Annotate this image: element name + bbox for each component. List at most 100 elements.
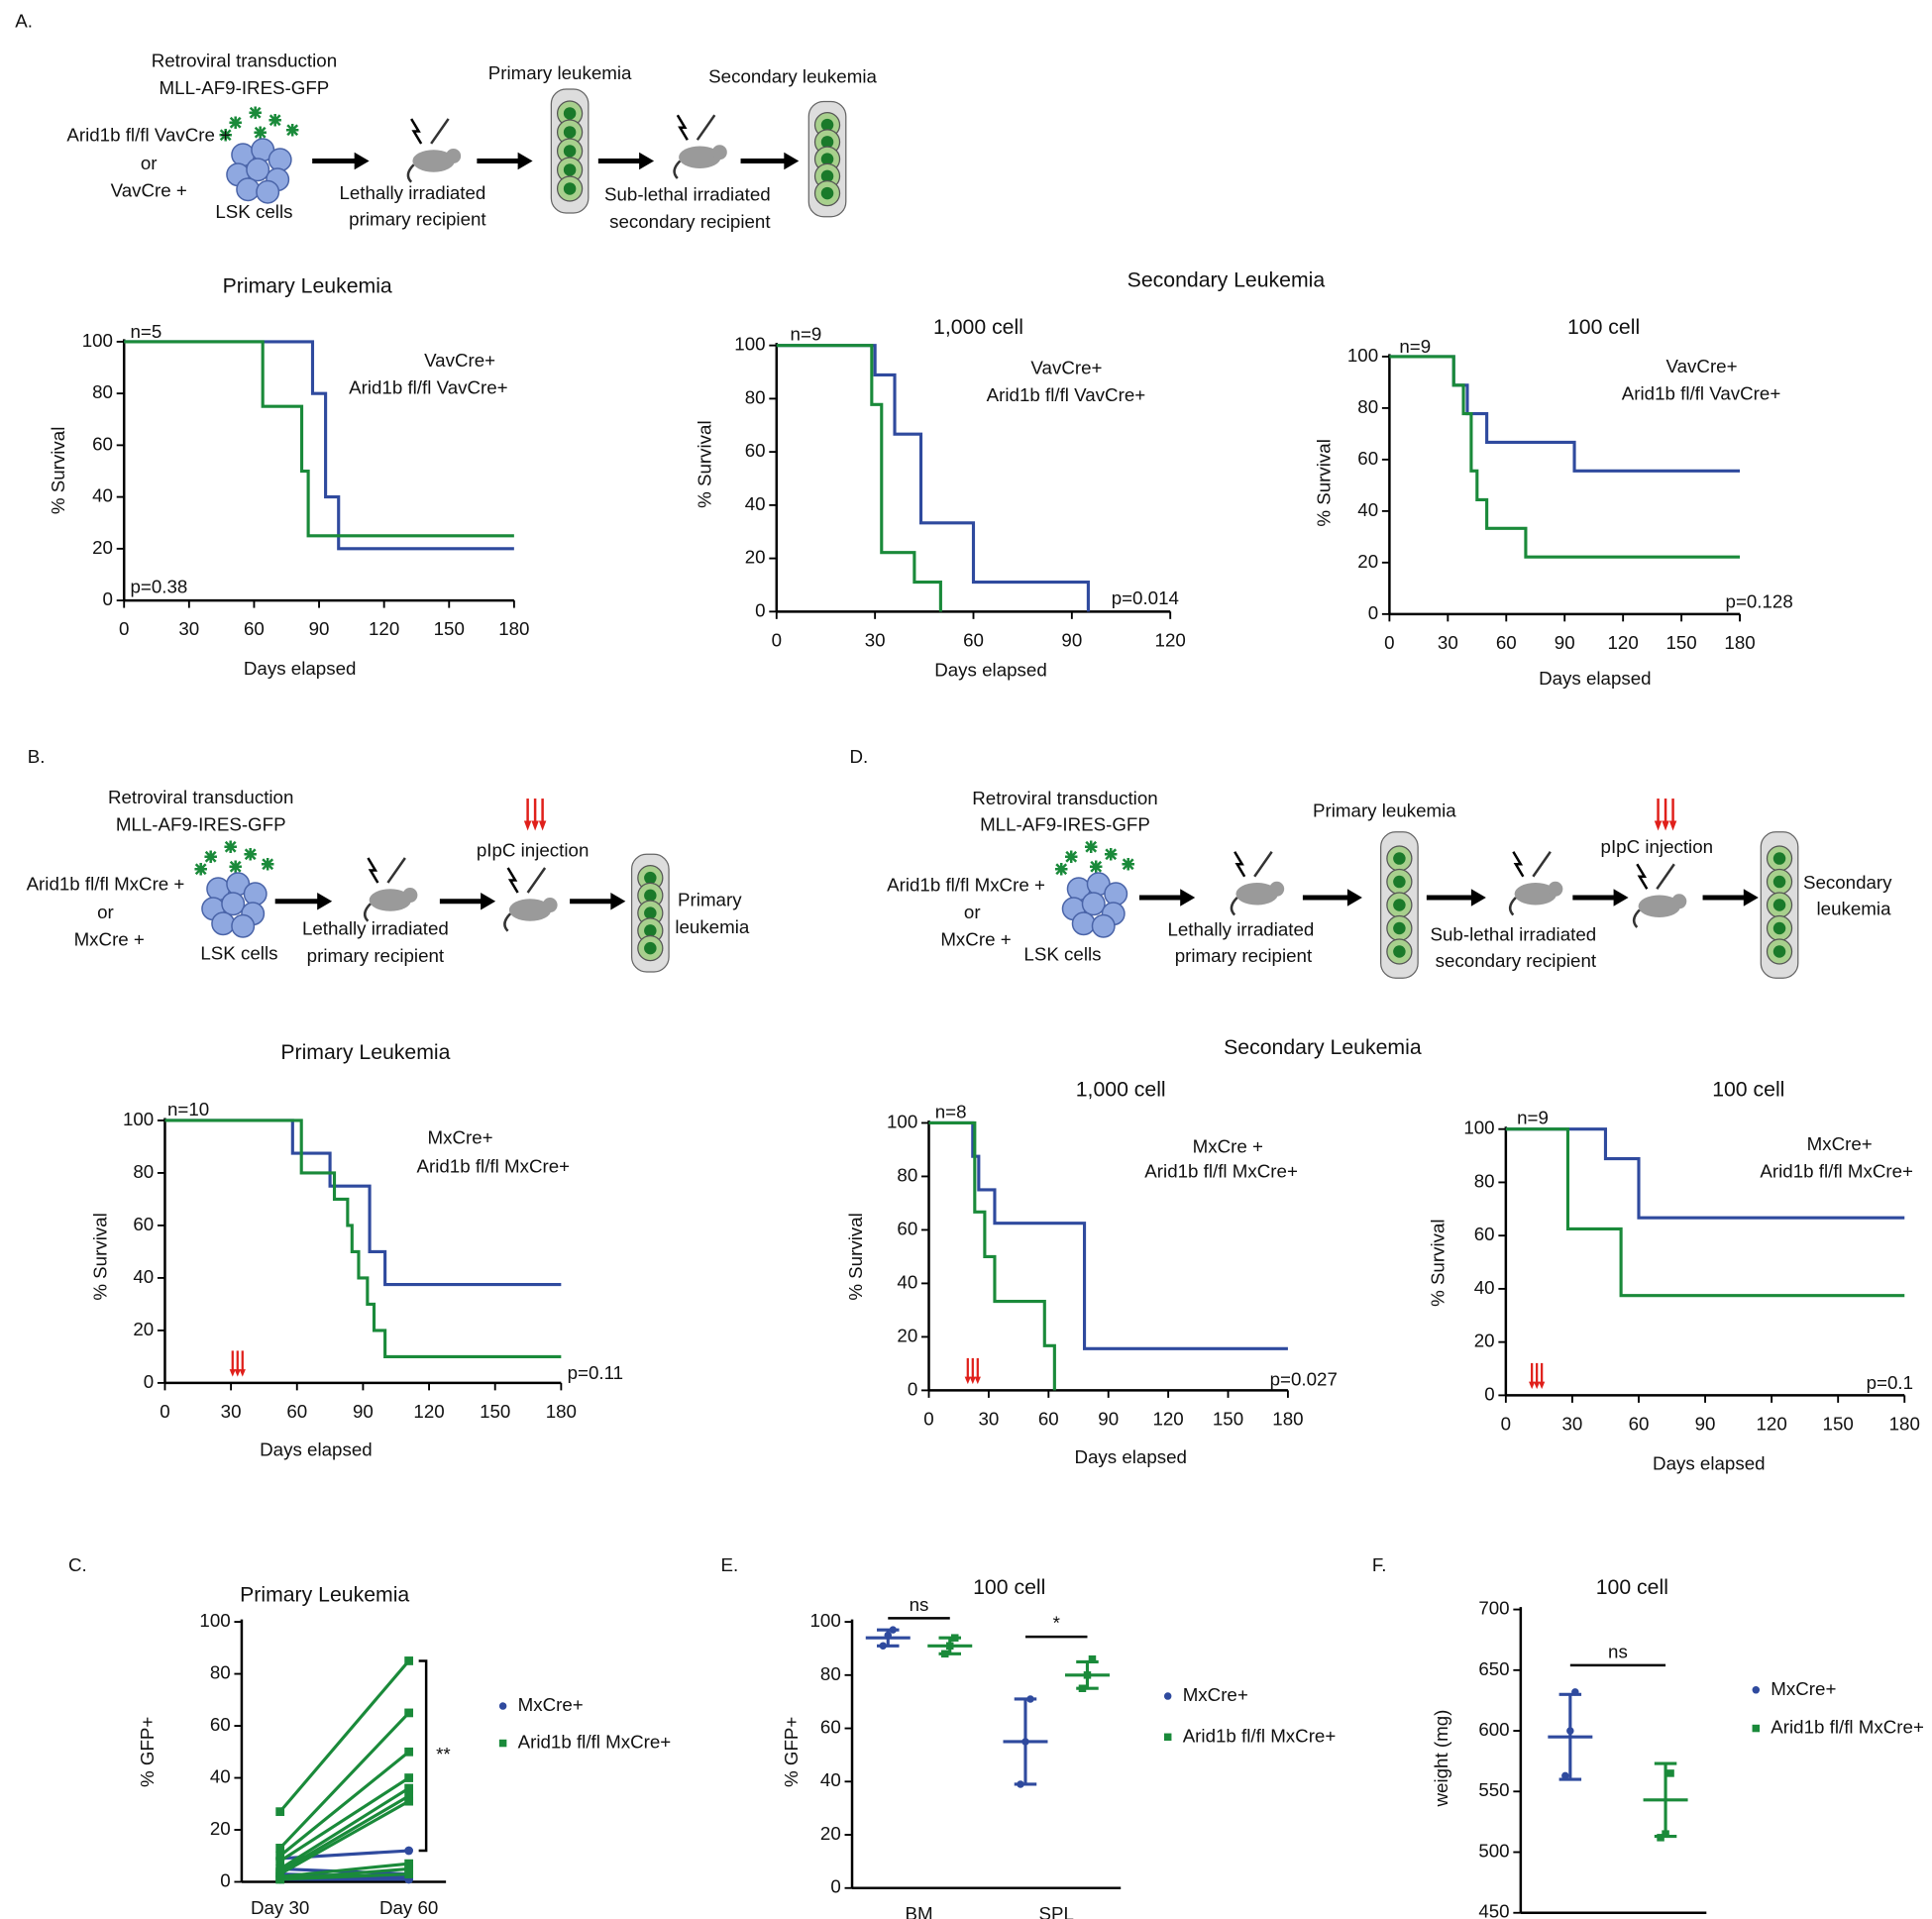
diagram-label: MLL-AF9-IRES-GFP — [160, 77, 330, 98]
survival-line — [124, 340, 514, 551]
bone-nucleus — [563, 182, 577, 195]
diagram-label: or — [97, 902, 114, 922]
mouse-head — [1269, 881, 1285, 897]
point — [1561, 1771, 1569, 1780]
x-tick-label: 60 — [963, 629, 984, 650]
diagram-label: Retroviral transduction — [972, 788, 1157, 808]
x-tick-label: 90 — [353, 1401, 374, 1422]
injection-arrow-head — [229, 1369, 236, 1377]
y-axis-label: % GFP+ — [137, 1717, 158, 1787]
diagram-label: primary recipient — [1175, 945, 1313, 966]
legend-label: MxCre+ — [1771, 1678, 1836, 1699]
y-tick-label: 80 — [1474, 1170, 1495, 1191]
legend-label: VavCre+ — [424, 350, 495, 371]
x-tick-label: 60 — [286, 1401, 307, 1422]
significance: ns — [1608, 1641, 1628, 1661]
mouse-head — [542, 898, 558, 913]
legend-label: MxCre+ — [1807, 1133, 1873, 1154]
bone-nucleus — [1393, 875, 1406, 889]
red-arrow-head — [538, 820, 547, 831]
bone-nucleus — [563, 126, 577, 139]
y-tick-label: 20 — [897, 1325, 917, 1345]
pair-line — [279, 1872, 409, 1881]
mouse-tail — [1230, 897, 1238, 916]
x-axis-label: Days elapsed — [1653, 1452, 1766, 1473]
y-tick-label: 0 — [1368, 602, 1378, 623]
virus — [285, 123, 299, 137]
arrow-head — [1346, 889, 1362, 906]
y-tick-label: 80 — [820, 1663, 841, 1684]
x-tick-label: 90 — [1555, 632, 1575, 653]
diagram-label: Arid1b fl/fl VavCre + — [66, 124, 231, 145]
survival-line — [164, 1119, 562, 1358]
bolt — [506, 867, 519, 894]
x-axis-label: Days elapsed — [1539, 668, 1652, 689]
bone-nucleus — [820, 118, 834, 132]
point — [404, 1796, 414, 1806]
y-tick-label: 60 — [1357, 448, 1378, 469]
bone-nucleus — [644, 924, 657, 937]
x-tick-label: 180 — [546, 1401, 577, 1422]
chart-subtitle: 100 cell — [1567, 315, 1640, 339]
y-tick-label: 80 — [897, 1164, 917, 1185]
diagram-label: LSK cells — [215, 201, 292, 222]
survival-line — [928, 1120, 1288, 1350]
bone-nucleus — [820, 136, 834, 149]
x-tick-label: 0 — [923, 1408, 933, 1429]
injection-arrow-head — [969, 1376, 976, 1385]
survival-line — [776, 344, 1090, 612]
chart-subtitle: 100 cell — [1712, 1078, 1784, 1102]
x-tick-label: 30 — [178, 618, 199, 639]
p-label: p=0.128 — [1726, 591, 1793, 612]
diagram-label: leukemia — [675, 916, 750, 937]
y-tick-label: 20 — [210, 1818, 231, 1839]
point — [275, 1874, 285, 1884]
diagram-label: LSK cells — [1023, 944, 1101, 965]
survival-line — [164, 1119, 562, 1287]
x-tick-label: 120 — [413, 1401, 444, 1422]
y-tick-label: 40 — [210, 1765, 231, 1786]
n-label: n=5 — [130, 321, 161, 342]
bone-nucleus — [1772, 945, 1786, 958]
p-label: p=0.38 — [130, 577, 187, 597]
virus — [1089, 860, 1103, 874]
virus — [1104, 848, 1118, 861]
virus — [261, 858, 274, 871]
y-tick-label: 0 — [830, 1876, 840, 1897]
x-axis-label: Days elapsed — [1074, 1446, 1187, 1467]
bone-nucleus — [644, 871, 657, 885]
bone-nucleus — [644, 941, 657, 955]
red-arrow-head — [1654, 820, 1663, 831]
y-tick-label: 60 — [92, 433, 113, 454]
legend-marker — [498, 1702, 507, 1710]
panel-label: F. — [1372, 1554, 1387, 1575]
diagram-label: or — [141, 153, 158, 173]
virus — [1054, 863, 1068, 876]
y-tick-label: 20 — [1474, 1331, 1495, 1351]
point — [404, 1859, 414, 1868]
y-tick-label: 100 — [82, 330, 113, 351]
diagram-label: Primary — [678, 890, 742, 910]
y-tick-label: 0 — [1484, 1383, 1494, 1404]
legend-marker — [1752, 1724, 1761, 1733]
mouse — [1638, 895, 1681, 918]
x-tick-label: 120 — [1155, 629, 1186, 650]
x-tick-label: Day 30 — [251, 1897, 309, 1918]
arrow-head — [639, 152, 655, 170]
y-axis-label: % Survival — [48, 427, 68, 515]
bone-nucleus — [563, 163, 577, 176]
syringe — [1656, 863, 1675, 890]
legend-label: Arid1b fl/fl MxCre+ — [518, 1731, 672, 1752]
y-tick-label: 100 — [810, 1610, 841, 1631]
p-label: p=0.014 — [1112, 587, 1179, 608]
y-tick-label: 100 — [199, 1610, 230, 1631]
mouse-head — [402, 888, 418, 904]
virus — [268, 113, 281, 127]
significance: ** — [436, 1744, 451, 1764]
y-tick-label: 100 — [1463, 1118, 1494, 1138]
point — [1088, 1654, 1097, 1663]
diagram-label: Sub-lethal irradiated — [1431, 924, 1597, 945]
injection-arrow-head — [239, 1369, 246, 1377]
chart-title: Primary Leukemia — [223, 274, 392, 298]
